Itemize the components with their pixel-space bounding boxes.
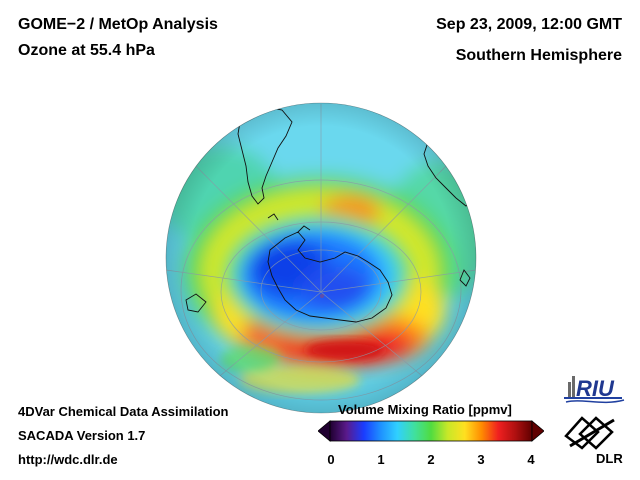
colorbar-left-arrow bbox=[318, 420, 331, 442]
footer-line-2: SACADA Version 1.7 bbox=[18, 428, 146, 443]
colorbar-title: Volume Mixing Ratio [ppmv] bbox=[338, 402, 512, 417]
colorbar-tick-3: 3 bbox=[477, 452, 485, 467]
riu-logo-text: RIU bbox=[576, 376, 615, 401]
dlr-logo-text: DLR bbox=[596, 451, 623, 466]
title-line-1: GOME−2 / MetOp Analysis bbox=[18, 16, 218, 33]
colorbar-right-arrow bbox=[531, 420, 544, 442]
colorbar bbox=[318, 420, 544, 442]
colorbar-tick-1: 1 bbox=[377, 452, 385, 467]
colorbar-tick-2: 2 bbox=[427, 452, 435, 467]
colorbar-tick-0: 0 bbox=[327, 452, 335, 467]
colorbar-tick-4: 4 bbox=[527, 452, 535, 467]
colorbar-bar bbox=[329, 420, 533, 442]
date-label: Sep 23, 2009, 12:00 GMT bbox=[436, 16, 622, 33]
title-line-2: Ozone at 55.4 hPa bbox=[18, 42, 155, 59]
dlr-logo-icon bbox=[564, 416, 615, 450]
footer-url: http://wdc.dlr.de bbox=[18, 452, 118, 467]
riu-logo: RIU bbox=[564, 376, 625, 404]
region-label: Southern Hemisphere bbox=[455, 47, 622, 64]
footer-line-1: 4DVar Chemical Data Assimilation bbox=[18, 404, 229, 419]
